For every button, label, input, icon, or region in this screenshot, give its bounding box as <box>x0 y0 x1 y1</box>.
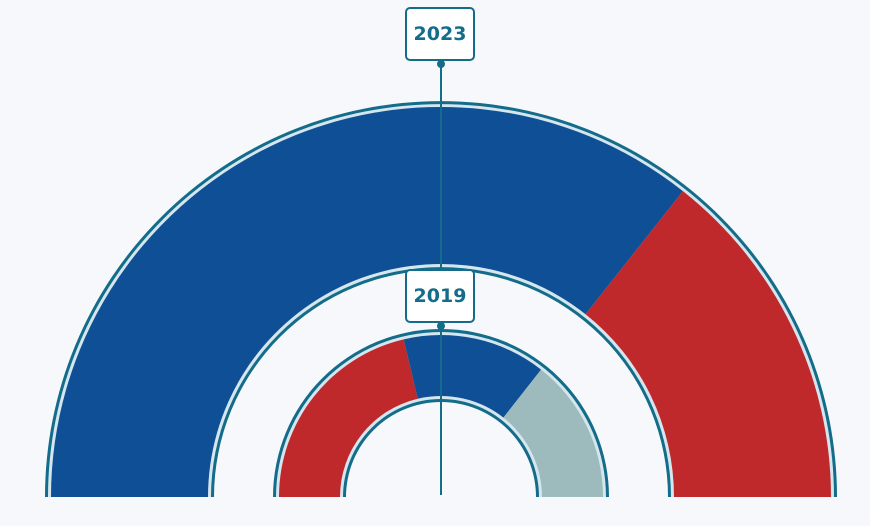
label-2019-text: 2019 <box>413 285 467 307</box>
segment-blue[interactable] <box>51 107 683 497</box>
segment-blue[interactable] <box>403 334 542 418</box>
ring-2023 <box>45 101 837 498</box>
segment-red[interactable] <box>585 191 831 498</box>
label-2023-text: 2023 <box>413 23 467 45</box>
segment-red[interactable] <box>279 339 418 497</box>
segment-gray[interactable] <box>503 369 603 497</box>
label-2019: 2019 <box>405 269 475 323</box>
ring-2019 <box>273 329 609 497</box>
label-2023: 2023 <box>405 7 475 61</box>
leader-dot-2023 <box>437 60 445 68</box>
leader-dot-2019 <box>437 322 445 330</box>
